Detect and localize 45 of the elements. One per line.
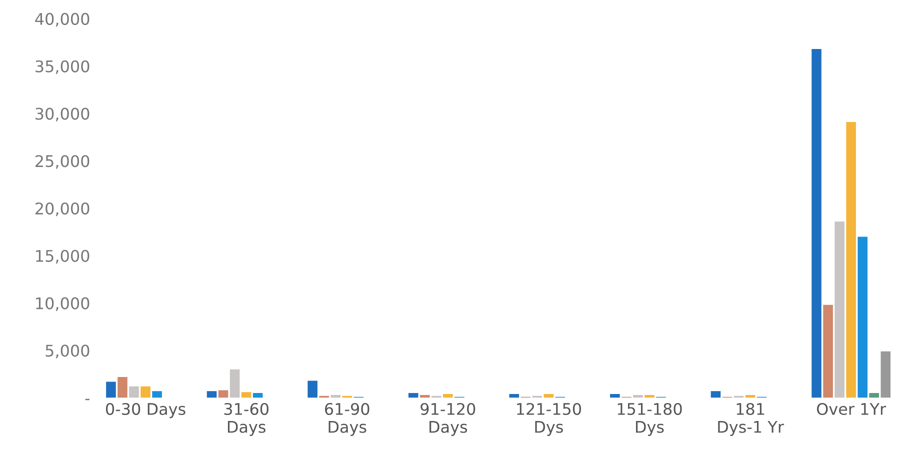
bar xyxy=(834,222,844,398)
bar xyxy=(252,393,263,398)
bar xyxy=(218,390,228,398)
x-tick-label: 31-60 Days xyxy=(224,402,268,436)
y-tick-label: - xyxy=(85,398,90,400)
x-tick-label: 0-30 Days xyxy=(106,402,186,418)
bar xyxy=(118,376,128,398)
y-tick-label: 30,000 xyxy=(36,108,90,122)
bar xyxy=(152,391,162,398)
y-tick-label: 15,000 xyxy=(36,250,90,264)
bar xyxy=(858,236,868,398)
bar xyxy=(846,122,856,398)
bar xyxy=(509,394,520,398)
bar xyxy=(880,351,891,398)
bar xyxy=(308,380,318,398)
bar xyxy=(823,304,833,398)
x-tick-label: 181 Dys-1 Yr xyxy=(718,402,784,436)
bar xyxy=(443,394,453,398)
x-tick-label: 151-180 Dys xyxy=(618,402,682,436)
x-tick-label: 91-120 Days xyxy=(420,402,476,436)
bar xyxy=(710,391,721,398)
bar xyxy=(129,386,139,398)
y-tick-label: 35,000 xyxy=(36,60,90,74)
y-tick-label: 40,000 xyxy=(35,12,90,27)
bar xyxy=(408,393,418,398)
y-tick-label: 20,000 xyxy=(36,202,90,216)
bar xyxy=(812,49,822,398)
bar xyxy=(610,394,620,398)
y-tick-label: 25,000 xyxy=(36,155,90,169)
bar xyxy=(241,392,252,398)
x-tick-label: 61-90 Days xyxy=(325,402,370,436)
bar xyxy=(106,382,116,398)
y-tick-label: 10,000 xyxy=(36,297,90,311)
bar xyxy=(420,394,430,398)
bar xyxy=(230,369,240,398)
bar xyxy=(644,394,654,398)
x-tick-label: 121-150 Dys xyxy=(517,402,582,436)
bar xyxy=(140,386,150,398)
x-tick-label: Over 1Yr xyxy=(816,402,886,416)
bar xyxy=(869,393,880,398)
y-tick-label: 5,000 xyxy=(46,344,90,358)
bar xyxy=(544,394,554,398)
bar xyxy=(206,391,217,398)
bar xyxy=(633,394,643,398)
bar xyxy=(330,394,340,398)
